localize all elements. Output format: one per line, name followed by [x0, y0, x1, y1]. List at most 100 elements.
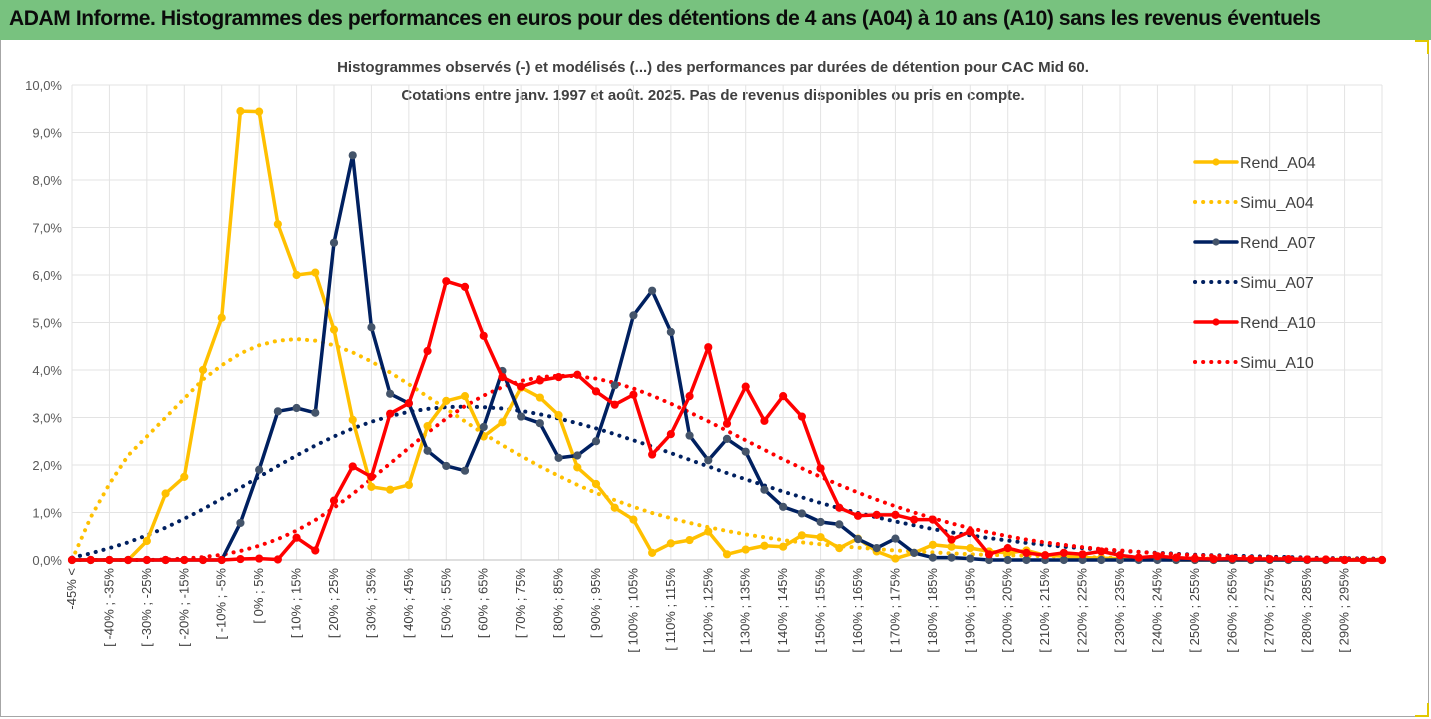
- data-point-Rend_A04: [217, 313, 226, 322]
- y-tick-label: 10,0%: [25, 78, 62, 93]
- data-point-Rend_A10: [180, 555, 189, 565]
- data-point-Rend_A04: [442, 396, 451, 405]
- data-point-Rend_A07: [591, 437, 601, 446]
- data-point-Rend_A07: [722, 434, 732, 443]
- data-point-Rend_A10: [1134, 553, 1143, 562]
- data-point-Rend_A10: [517, 382, 526, 391]
- corner-mark-top-right: [1415, 40, 1429, 54]
- data-point-Rend_A10: [1303, 555, 1312, 564]
- data-point-Rend_A07: [891, 534, 900, 543]
- x-tick-label: [ 0% ; 5%: [251, 568, 266, 624]
- data-point-Rend_A04: [760, 541, 769, 550]
- data-point-Rend_A10: [629, 390, 638, 399]
- data-point-Rend_A10: [1284, 554, 1293, 564]
- legend-label: Simu_A07: [1240, 275, 1314, 292]
- series-line-Rend_A04: [70, 109, 1384, 562]
- data-point-Rend_A10: [348, 462, 357, 471]
- data-point-Rend_A07: [648, 286, 657, 295]
- data-point-Rend_A10: [1321, 555, 1330, 564]
- data-point-Rend_A04: [666, 539, 675, 548]
- data-point-Rend_A10: [573, 370, 582, 379]
- data-point-Rend_A10: [535, 376, 544, 385]
- x-tick-label: [ -10% ; -5%: [214, 568, 229, 640]
- x-tick-label: [ 210% ; 215%: [1037, 568, 1052, 653]
- x-tick-label: [ -20% ; -15%: [176, 568, 191, 647]
- legend-label: Rend_A07: [1240, 235, 1316, 252]
- data-point-Rend_A10: [554, 373, 563, 382]
- x-tick-label: [ 230% ; 235%: [1112, 568, 1127, 653]
- legend-item-Simu_A10[interactable]: Simu_A10: [1193, 355, 1314, 372]
- x-tick-label: [ 20% ; 25%: [326, 568, 341, 639]
- data-point-Rend_A10: [1359, 555, 1368, 565]
- data-point-Rend_A07: [1022, 555, 1031, 565]
- data-point-Rend_A10: [311, 546, 320, 555]
- y-tick-label: 6,0%: [32, 268, 62, 283]
- data-point-Rend_A07: [573, 451, 582, 460]
- data-point-Rend_A10: [86, 555, 95, 565]
- data-point-Rend_A04: [236, 107, 245, 116]
- data-point-Rend_A07: [442, 461, 451, 471]
- y-tick-label: 1,0%: [32, 506, 62, 521]
- data-point-Rend_A07: [292, 403, 301, 413]
- x-tick-label: [ 60% ; 65%: [476, 568, 491, 639]
- data-point-Rend_A07: [779, 502, 788, 511]
- x-tick-label: [ 10% ; 15%: [289, 568, 304, 639]
- data-point-Rend_A07: [853, 535, 863, 544]
- x-tick-label: [ 240% ; 245%: [1149, 568, 1164, 653]
- data-point-Rend_A07: [835, 520, 844, 529]
- data-point-Rend_A04: [591, 479, 601, 489]
- y-axis: 0,0% 1,0% 2,0% 3,0% 4,0% 5,0% 6,0% 7,0% 8,0% 9,0%…: [25, 78, 62, 568]
- legend-swatch-marker: [1212, 318, 1220, 326]
- legend[interactable]: Rend_A04 Simu_A04 Rend_A07 Simu_A07 Rend_A10…: [1193, 155, 1316, 372]
- data-point-Rend_A07: [666, 327, 675, 337]
- data-point-Rend_A10: [1115, 551, 1125, 560]
- x-tick-label: [ 40% ; 45%: [401, 568, 416, 639]
- legend-label: Simu_A04: [1240, 195, 1314, 212]
- x-tick-label: [ -40% ; -35%: [101, 568, 116, 647]
- data-point-Rend_A07: [1003, 555, 1012, 565]
- data-point-Rend_A10: [273, 555, 282, 564]
- data-point-Rend_A10: [1209, 554, 1218, 564]
- data-point-Rend_A04: [142, 536, 151, 546]
- data-point-Rend_A10: [722, 419, 732, 428]
- data-point-Rend_A07: [386, 389, 395, 398]
- data-point-Rend_A10: [142, 555, 151, 565]
- legend-item-Rend_A07[interactable]: Rend_A07: [1193, 235, 1316, 252]
- x-tick-label: [ 110% ; 115%: [663, 568, 678, 651]
- data-point-Rend_A04: [610, 503, 619, 512]
- data-point-Rend_A10: [910, 515, 919, 524]
- y-tick-label: 8,0%: [32, 173, 62, 188]
- series-Rend_A04: [67, 107, 1387, 565]
- legend-item-Simu_A07[interactable]: Simu_A07: [1193, 275, 1314, 292]
- data-point-Rend_A04: [311, 268, 320, 277]
- data-point-Rend_A10: [666, 430, 675, 439]
- data-point-Rend_A04: [423, 421, 432, 431]
- legend-item-Rend_A04[interactable]: Rend_A04: [1193, 155, 1316, 172]
- data-point-Rend_A10: [329, 496, 339, 505]
- data-point-Rend_A10: [1228, 554, 1237, 563]
- data-point-Rend_A10: [1265, 554, 1274, 564]
- data-point-Rend_A10: [1059, 548, 1068, 557]
- series-Simu_A10: [70, 373, 1384, 562]
- data-point-Rend_A10: [423, 346, 432, 356]
- data-point-Rend_A07: [947, 553, 956, 562]
- legend-item-Rend_A10[interactable]: Rend_A10: [1193, 315, 1316, 332]
- x-tick-label: [ 80% ; 85%: [551, 568, 566, 639]
- data-point-Rend_A04: [348, 415, 357, 424]
- data-point-Rend_A07: [329, 238, 339, 247]
- data-point-Rend_A10: [1041, 551, 1050, 560]
- data-point-Rend_A07: [797, 509, 806, 518]
- x-tick-label: [ 200% ; 205%: [1000, 568, 1015, 653]
- data-point-Rend_A10: [872, 510, 881, 519]
- data-point-Rend_A10: [198, 555, 208, 565]
- data-point-Rend_A07: [255, 465, 264, 474]
- data-point-Rend_A04: [180, 472, 189, 481]
- y-tick-label: 3,0%: [32, 411, 62, 426]
- series-Rend_A10: [67, 277, 1387, 565]
- data-point-Rend_A10: [1078, 550, 1087, 559]
- legend-item-Simu_A04[interactable]: Simu_A04: [1193, 195, 1314, 212]
- data-point-Rend_A10: [67, 555, 77, 565]
- data-point-Rend_A10: [217, 555, 226, 565]
- x-tick-label: [ 150% ; 155%: [813, 568, 828, 653]
- data-point-Rend_A10: [685, 392, 694, 401]
